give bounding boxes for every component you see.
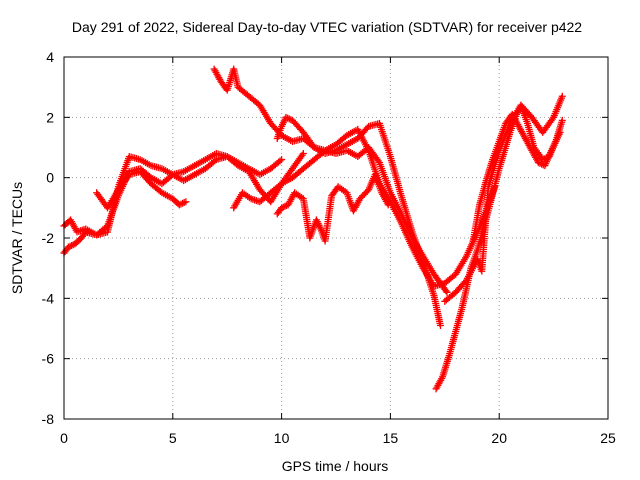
data-point-fill (68, 242, 76, 250)
data-point-fill (298, 151, 306, 159)
y-tick-label: -2 (42, 230, 55, 246)
data-point (443, 288, 451, 296)
series-track-c (93, 168, 190, 212)
series-track-h (432, 92, 566, 393)
data-point-fill (179, 199, 187, 207)
series-track-e (273, 113, 444, 329)
x-tick-label: 5 (169, 430, 177, 446)
data-point-fill (279, 203, 287, 211)
chart-title: Day 291 of 2022, Sidereal Day-to-day VTE… (72, 19, 582, 35)
data-point (175, 201, 183, 209)
data-point-fill (285, 115, 293, 123)
data-point-fill (177, 200, 185, 208)
data-point (182, 198, 190, 206)
data-point (64, 243, 72, 251)
y-tick-label: 2 (46, 109, 54, 125)
x-tick-label: 15 (383, 430, 399, 446)
grid (64, 57, 608, 419)
data-point (282, 113, 290, 121)
y-tick-label: 4 (46, 49, 54, 65)
series-track-d (210, 65, 451, 296)
data-point (558, 116, 566, 124)
x-tick-label: 0 (60, 430, 68, 446)
data-point (278, 204, 286, 212)
data-point-fill (276, 157, 284, 165)
data-point (299, 150, 307, 158)
data-point (556, 128, 564, 136)
data-point (558, 92, 566, 100)
series-track-f (273, 171, 392, 245)
series-track-j (469, 110, 564, 245)
data-point (278, 156, 286, 164)
y-tick-label: 0 (46, 170, 54, 186)
data-point-fill (66, 242, 74, 250)
x-axis-label: GPS time / hours (282, 458, 389, 474)
y-tick-label: -6 (42, 351, 55, 367)
x-tick-label: 25 (600, 430, 616, 446)
data-point-fill (548, 115, 556, 123)
y-axis-label: SDTVAR / TECUs (9, 182, 25, 294)
y-tick-label: -4 (42, 290, 55, 306)
x-tick-label: 10 (274, 430, 290, 446)
data-point-fill (374, 157, 382, 165)
y-tick-label: -8 (42, 411, 55, 427)
axis-ticks: 0 5 10 15 20 25 -8 -6 -4 -2 0 2 4 (42, 49, 616, 446)
data-point-fill (180, 199, 188, 207)
data-point (436, 321, 444, 329)
data-point-fill (281, 202, 289, 210)
x-tick-label: 20 (491, 430, 507, 446)
data-point-fill (442, 287, 450, 295)
data-points (60, 65, 566, 393)
data-point (534, 159, 542, 167)
data-point-fill (284, 114, 292, 122)
